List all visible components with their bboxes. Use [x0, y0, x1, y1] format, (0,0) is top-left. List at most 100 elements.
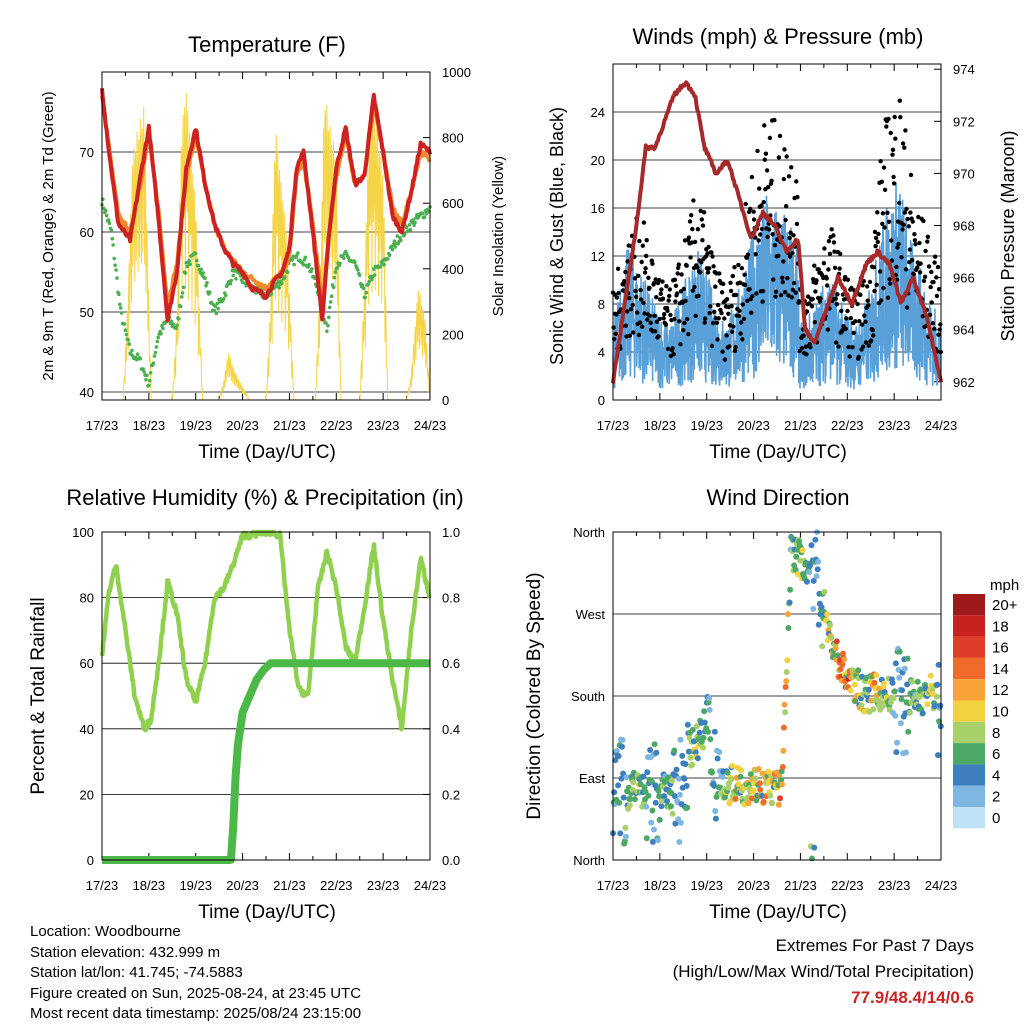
gust-point — [682, 320, 687, 326]
gust-point — [832, 249, 837, 254]
dewpoint-point — [395, 234, 400, 238]
gust-point — [638, 287, 643, 293]
direction-point — [693, 723, 700, 730]
dewpoint-point — [222, 297, 226, 301]
colorbar-label: 18 — [992, 618, 1009, 635]
gust-point — [865, 284, 870, 289]
gust-point — [880, 211, 886, 216]
gust-point — [651, 280, 657, 286]
humidity-ylabel: Percent & Total Rainfall — [28, 597, 49, 794]
gust-point — [794, 221, 800, 227]
direction-point — [729, 762, 736, 769]
gust-point — [740, 302, 746, 307]
gust-point — [931, 326, 937, 332]
direction-point — [904, 681, 911, 688]
gust-point — [710, 254, 715, 259]
gust-point — [868, 338, 874, 343]
gust-point — [625, 259, 630, 264]
gust-point — [674, 291, 680, 296]
gust-point — [729, 304, 734, 309]
direction-point — [927, 672, 934, 679]
direction-point — [933, 693, 940, 700]
gust-point — [814, 278, 819, 283]
y-tick-label: 8 — [598, 297, 605, 312]
gust-point — [722, 316, 727, 321]
y-right-tick-label: 966 — [953, 271, 975, 286]
gust-point — [881, 285, 886, 291]
y-tick-label: 20 — [80, 787, 94, 802]
winds-ylabel: Sonic Wind & Gust (Blue, Black) — [547, 107, 567, 365]
dewpoint-point — [372, 267, 376, 271]
y-tick-label: 40 — [80, 385, 94, 400]
gust-point — [742, 282, 748, 288]
gust-point — [631, 330, 636, 335]
gust-point — [657, 316, 662, 322]
gust-point — [719, 310, 724, 316]
colorbar-title: mph — [990, 577, 1019, 594]
direction-point — [683, 782, 690, 789]
direction-point — [783, 678, 790, 685]
dewpoint-point — [310, 267, 314, 271]
direction-point — [678, 819, 684, 826]
gust-point — [886, 219, 892, 224]
gust-point — [641, 220, 647, 225]
gust-point — [851, 330, 856, 336]
gust-point — [644, 238, 649, 243]
dewpoint-point — [332, 275, 337, 280]
gust-point — [642, 311, 647, 316]
gust-point — [822, 246, 827, 251]
gust-point — [790, 287, 796, 292]
direction-point — [669, 777, 675, 784]
dewpoint-point — [193, 251, 198, 256]
gust-point — [749, 174, 755, 180]
gust-point — [827, 251, 833, 256]
gust-point — [879, 179, 884, 184]
y-right-tick-label: 0.0 — [442, 853, 460, 868]
gust-point — [931, 279, 936, 285]
direction-point — [649, 838, 656, 845]
gust-point — [646, 275, 651, 280]
colorbar-swatch — [953, 615, 985, 637]
colorbar-label: 10 — [992, 704, 1009, 721]
dewpoint-point — [110, 236, 115, 241]
gust-point — [728, 280, 733, 285]
gust-point — [887, 277, 892, 282]
direction-point — [705, 728, 711, 735]
x-tick-label: 23/23 — [878, 418, 911, 433]
direction-point — [676, 839, 683, 845]
gust-point — [755, 148, 760, 154]
gust-point — [614, 295, 620, 300]
direction-point — [711, 728, 718, 735]
direction-point — [847, 687, 854, 694]
gust-point — [780, 279, 785, 285]
direction-point — [706, 695, 713, 702]
direction-point — [924, 701, 931, 708]
dewpoint-point — [161, 326, 165, 331]
gust-point — [715, 337, 720, 342]
gust-point — [726, 311, 731, 316]
direction-point — [909, 678, 916, 685]
dewpoint-point — [187, 258, 191, 263]
gust-point — [934, 275, 939, 280]
y-tick-label: 50 — [80, 305, 94, 320]
dewpoint-point — [118, 302, 122, 307]
direction-point — [808, 542, 815, 549]
direction-point — [914, 678, 921, 685]
gust-point — [935, 264, 941, 270]
sonic-wind-line — [612, 182, 942, 390]
gust-point — [720, 349, 725, 354]
direction-point — [810, 605, 817, 612]
dewpoint-point — [198, 271, 203, 275]
direction-point — [759, 792, 765, 799]
direction-point — [892, 660, 899, 667]
gust-point — [693, 313, 698, 319]
dewpoint-point — [367, 279, 371, 284]
gust-point — [672, 316, 677, 322]
gust-point — [760, 288, 766, 294]
gust-point — [863, 340, 869, 345]
direction-point — [852, 698, 859, 705]
gust-point — [859, 322, 865, 327]
gust-point — [736, 262, 741, 268]
colorbar-swatch — [953, 657, 985, 680]
direction-point — [757, 786, 764, 793]
